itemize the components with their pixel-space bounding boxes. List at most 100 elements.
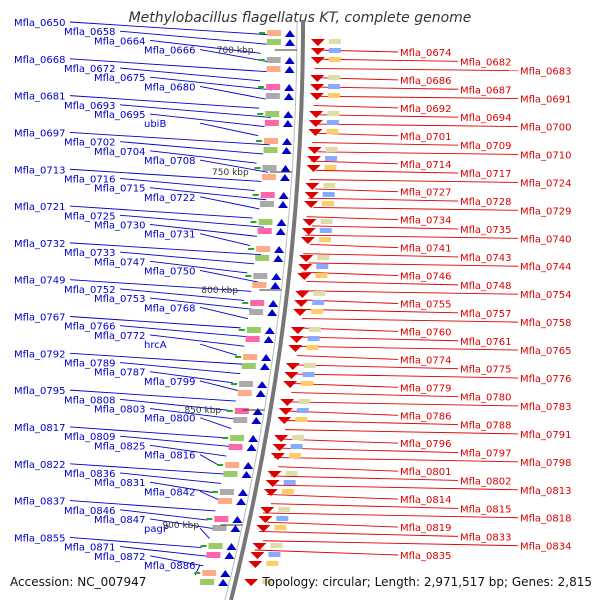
label-leader-line: [311, 225, 459, 230]
gene-tick: [258, 32, 265, 34]
label-leader-line: [69, 21, 273, 36]
gene-block: [328, 39, 341, 44]
gene-block: [241, 363, 256, 369]
gene-label: Mfla_0792: [14, 349, 66, 360]
gene-label: Mfla_0822: [14, 460, 66, 471]
gene-label: Mfla_0693: [64, 101, 116, 112]
gene-arrow-right: [299, 255, 314, 262]
label-leader-line: [69, 168, 262, 182]
gene-label: Mfla_0837: [14, 497, 66, 508]
gene-label: Mfla_0786: [400, 411, 452, 422]
label-leader-line: [199, 122, 259, 137]
label-leader-line: [119, 30, 267, 45]
gene-arrow-left: [281, 147, 292, 154]
label-leader-line: [149, 334, 245, 347]
label-leader-line: [313, 206, 519, 211]
gene-label: Mfla_0765: [520, 346, 572, 357]
label-leader-line: [320, 58, 459, 62]
gene-arrow-left: [273, 255, 284, 262]
gene-arrow-left: [284, 84, 295, 91]
label-leader-line: [317, 151, 519, 155]
gene-block: [264, 120, 279, 126]
gene-block: [202, 570, 217, 576]
gene-label: Mfla_0735: [460, 225, 512, 236]
kbp-marker-label: 900 kbp: [162, 521, 199, 531]
gene-label: Mfla_0796: [400, 439, 452, 450]
label-leader-line: [149, 150, 257, 164]
label-leader-line: [149, 555, 204, 567]
label-leader-line: [119, 435, 235, 448]
gene-label: Mfla_0803: [94, 405, 146, 416]
label-leader-line: [69, 463, 229, 475]
gene-block: [328, 57, 341, 62]
gene-block: [327, 111, 340, 116]
gene-arrow-right: [305, 183, 320, 190]
label-leader-line: [69, 95, 260, 109]
gene-label: Mfla_0761: [460, 337, 512, 348]
label-leader-line: [270, 475, 459, 481]
label-leader-line: [283, 401, 519, 407]
gene-label: Mfla_0814: [400, 495, 452, 506]
gene-label: Mfla_0700: [520, 123, 572, 134]
label-leader-line: [270, 503, 459, 509]
gene-label: Mfla_0672: [64, 64, 116, 75]
gene-arrow-right: [274, 435, 289, 442]
gene-arrow-right: [310, 39, 325, 46]
label-leader-line: [199, 343, 238, 356]
gene-arrow-left: [252, 408, 263, 415]
gene-arrow-right: [307, 147, 322, 154]
gene-arrow-right: [310, 48, 325, 55]
label-leader-line: [262, 512, 519, 519]
gene-label: Mfla_0683: [520, 67, 572, 78]
gene-arrow-left: [248, 435, 259, 442]
gene-block: [316, 264, 329, 269]
gene-arrow-left: [276, 219, 287, 226]
gene-block: [325, 156, 338, 161]
gene-block: [262, 579, 275, 584]
label-leader-line: [149, 518, 218, 530]
gene-block: [200, 579, 215, 585]
gene-label: Mfla_0802: [460, 476, 512, 487]
label-leader-line: [313, 105, 399, 109]
gene-label: Mfla_0650: [14, 18, 66, 29]
label-leader-line: [297, 308, 459, 314]
gene-block: [266, 39, 281, 45]
gene-label: Mfla_0791: [520, 430, 572, 441]
label-leader-line: [281, 447, 459, 453]
label-leader-line: [199, 270, 259, 283]
gene-block: [311, 309, 324, 314]
label-leader-line: [149, 444, 227, 457]
gene-arrow-right: [250, 552, 265, 559]
gene-arrow-left: [263, 336, 274, 343]
gene-label: Mfla_0799: [144, 377, 196, 388]
gene-label: Mfla_0722: [144, 193, 196, 204]
label-leader-line: [308, 197, 459, 202]
label-leader-line: [119, 104, 272, 118]
gene-block: [233, 417, 248, 423]
label-leader-line: [119, 509, 208, 521]
gene-arrow-left: [284, 39, 295, 46]
gene-arrow-left: [224, 552, 235, 559]
gene-arrow-right: [293, 309, 308, 316]
gene-label: Mfla_0872: [94, 552, 146, 563]
gene-tick: [242, 302, 249, 304]
gene-label: Mfla_0768: [144, 303, 196, 314]
label-leader-line: [310, 160, 399, 165]
gene-tick: [217, 464, 224, 466]
gene-label: Mfla_0779: [400, 383, 452, 394]
gene-tick: [222, 437, 229, 439]
chromosome-backbone: [229, 20, 305, 600]
gene-label: Mfla_0787: [94, 368, 146, 379]
label-leader-line: [149, 76, 273, 91]
gene-block: [266, 84, 281, 90]
label-leader-line: [69, 242, 262, 256]
gene-label: Mfla_0730: [94, 220, 146, 231]
gene-block: [274, 525, 287, 530]
gene-block: [328, 48, 341, 53]
label-leader-line: [301, 318, 519, 323]
label-leader-line: [319, 114, 459, 118]
gene-arrow-right: [300, 237, 315, 244]
gene-arrow-left: [255, 390, 266, 397]
kbp-marker-label: 850 kbp: [184, 406, 221, 416]
gene-arrow-right: [304, 192, 319, 199]
